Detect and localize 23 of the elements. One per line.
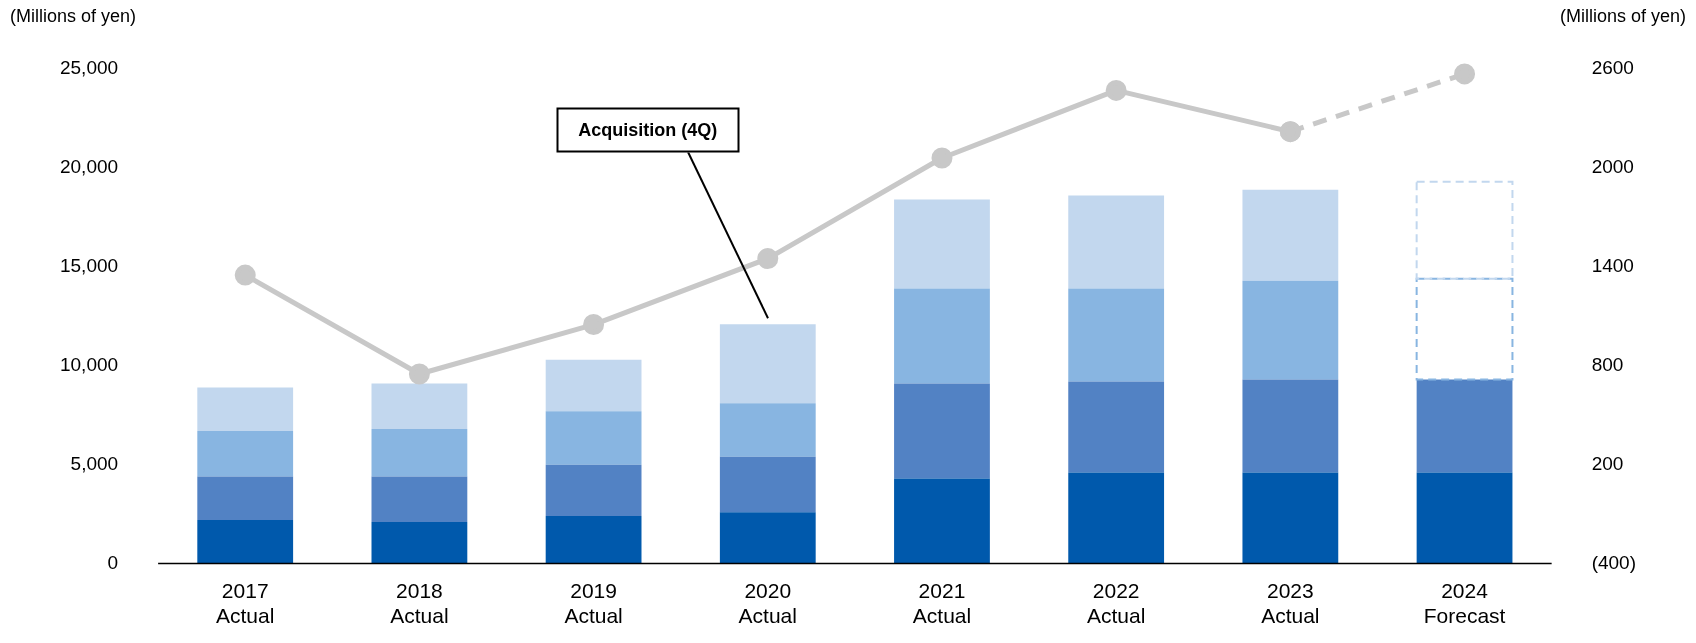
y-tick-label: 25,000 xyxy=(59,57,119,79)
y2-axis-title: (Millions of yen) xyxy=(1559,5,1686,26)
y2-tick-label: 800 xyxy=(1591,353,1624,375)
y2-tick-label: 200 xyxy=(1591,452,1624,474)
x-tick-label: 2022 Actual xyxy=(1086,579,1146,628)
x-tick-label: 2018 Actual xyxy=(390,579,449,628)
y2-tick-label: 2000 xyxy=(1591,156,1634,178)
y-tick-label: 0 xyxy=(107,551,119,573)
x-tick-label: 2024 Forecast xyxy=(1423,579,1506,628)
y-axis-title: (Millions of yen) xyxy=(10,5,137,26)
x-tick-label: 2019 Actual xyxy=(564,579,623,628)
y2-tick-label: 1400 xyxy=(1591,255,1634,277)
y-tick-label: 15,000 xyxy=(59,255,119,277)
annotation: Acquisition (4Q) xyxy=(556,107,740,153)
x-tick-label: 2021 Actual xyxy=(912,579,972,628)
y-tick-label: 10,000 xyxy=(59,353,119,375)
y2-tick-label: 2600 xyxy=(1591,57,1634,79)
y-tick-label: 20,000 xyxy=(59,156,119,178)
x-tick-label: 2017 Actual xyxy=(216,579,275,628)
y2-tick-label: (400) xyxy=(1591,551,1636,573)
x-tick-label: 2020 Actual xyxy=(738,579,797,628)
x-tick-label: 2023 Actual xyxy=(1261,579,1320,628)
y-tick-label: 5,000 xyxy=(70,452,119,474)
